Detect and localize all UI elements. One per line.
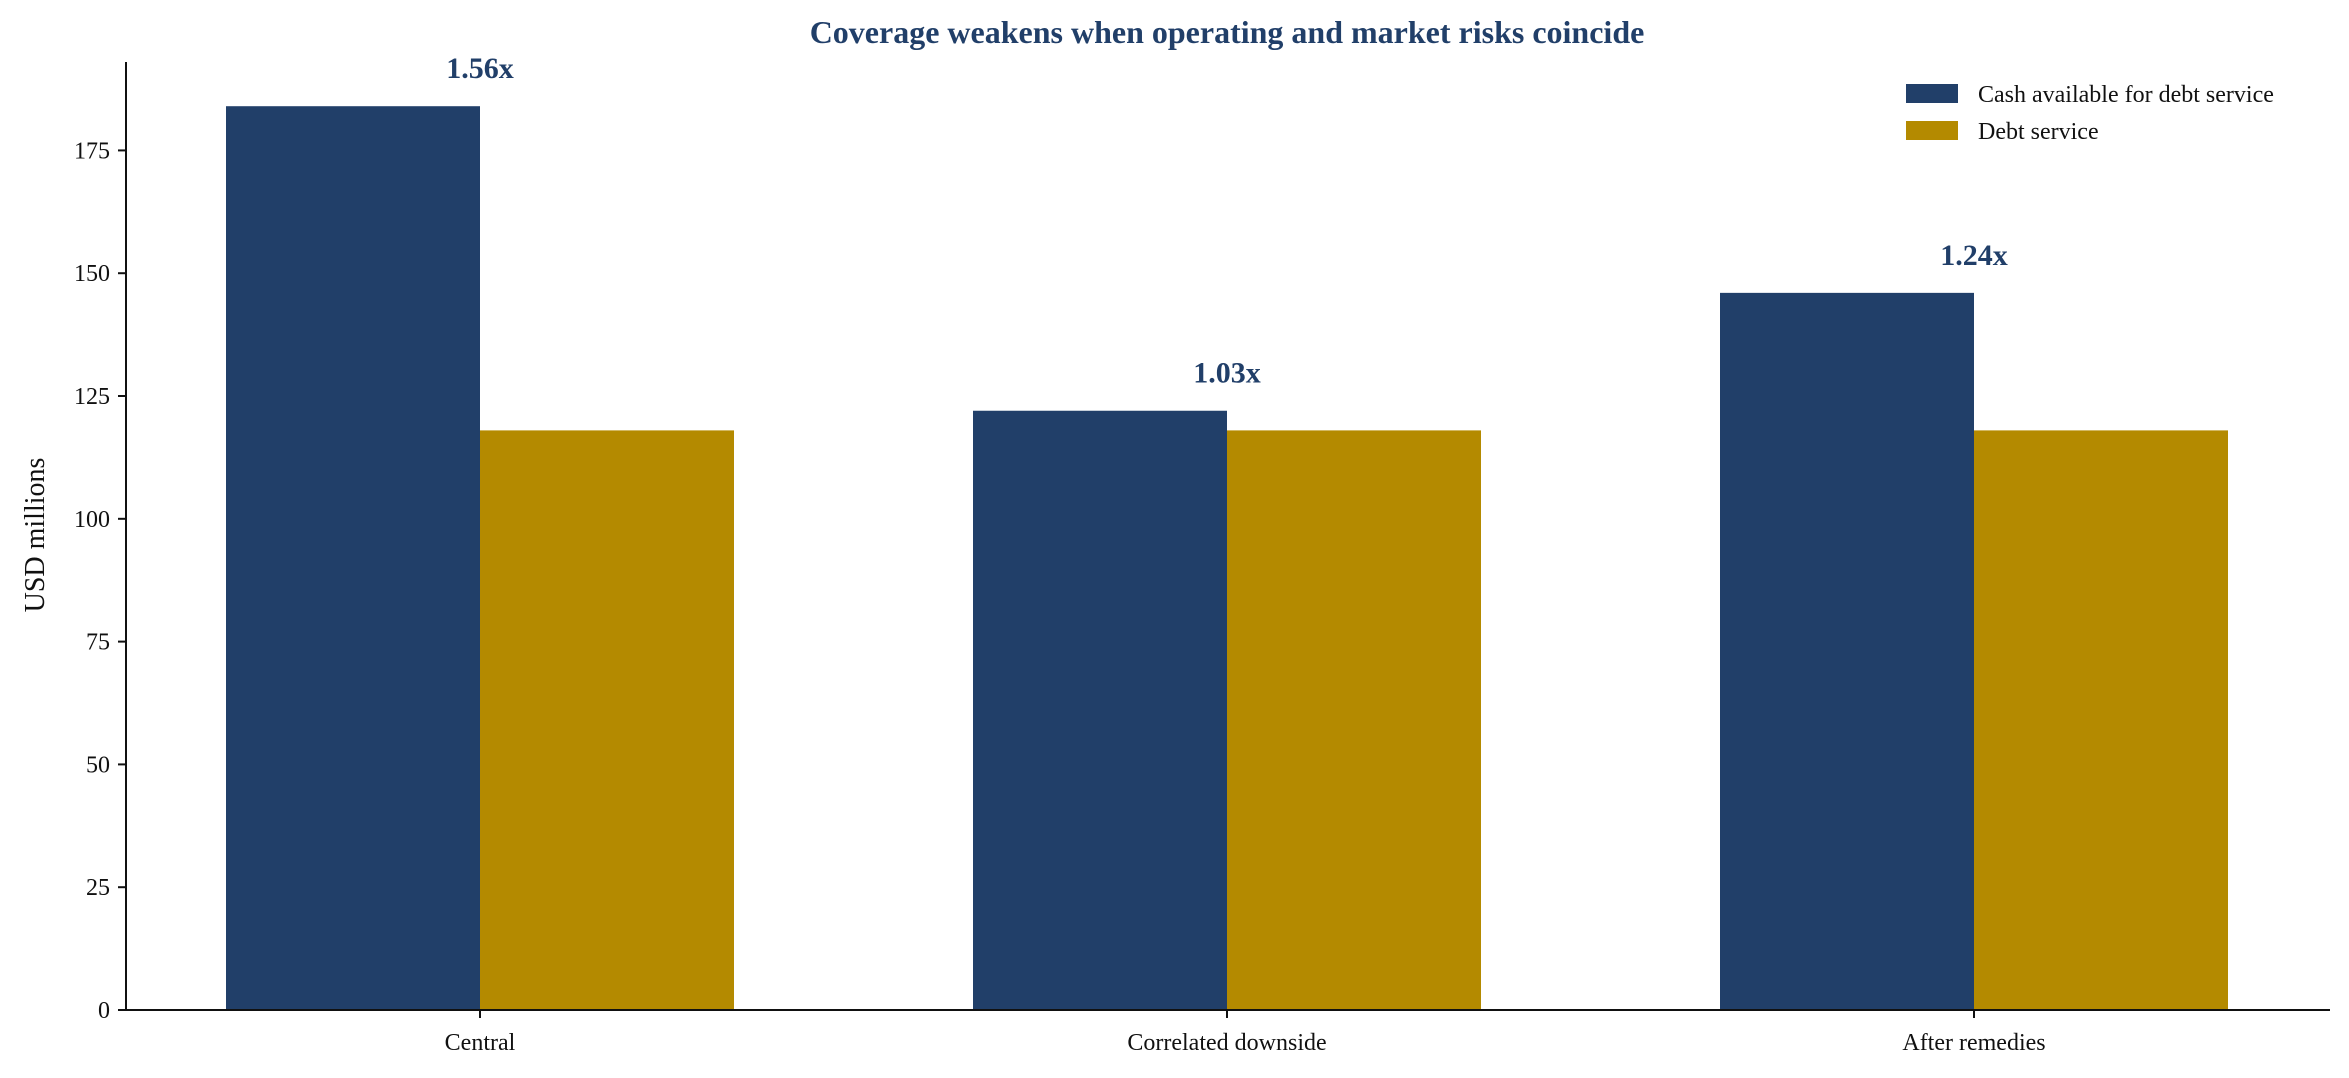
bar-debt-service-2: [1227, 430, 1481, 1010]
x-tick-label-1: Central: [445, 1030, 516, 1056]
y-tick-label-175: 175: [74, 138, 110, 164]
bar-cash-available-3: [1720, 292, 1974, 1010]
x-tick-label-3: After remedies: [1902, 1030, 2045, 1056]
y-tick-label-25: 25: [86, 875, 110, 901]
plot-area: 1.56x Central 1.03x Correlated downside 1.24…: [74, 52, 2330, 1056]
chart-title: Coverage weakens when operating and mark…: [810, 14, 1645, 50]
y-tick-label-150: 150: [74, 261, 110, 287]
legend: Cash available for debt service Debt serv…: [1906, 82, 2274, 145]
ratio-label-1: 1.56x: [446, 52, 514, 85]
legend-swatch-cash-available: [1906, 84, 1958, 103]
y-tick-label-75: 75: [86, 630, 110, 656]
y-axis-label: USD millions: [20, 458, 51, 613]
x-tick-label-2: Correlated downside: [1127, 1030, 1326, 1056]
legend-label-debt-service: Debt service: [1978, 119, 2099, 145]
bar-cash-available-1: [226, 106, 480, 1010]
y-tick-label-100: 100: [74, 507, 110, 533]
bar-debt-service-3: [1974, 430, 2228, 1010]
y-tick-label-0: 0: [98, 998, 110, 1024]
bar-debt-service-1: [480, 430, 734, 1010]
ratio-label-3: 1.24x: [1940, 239, 2008, 272]
bar-cash-available-2: [973, 410, 1227, 1011]
y-tick-label-125: 125: [74, 384, 110, 410]
ratio-label-2: 1.03x: [1193, 357, 1261, 390]
legend-label-cash-available: Cash available for debt service: [1978, 82, 2274, 108]
y-tick-label-50: 50: [86, 752, 110, 778]
legend-swatch-debt-service: [1906, 121, 1958, 140]
